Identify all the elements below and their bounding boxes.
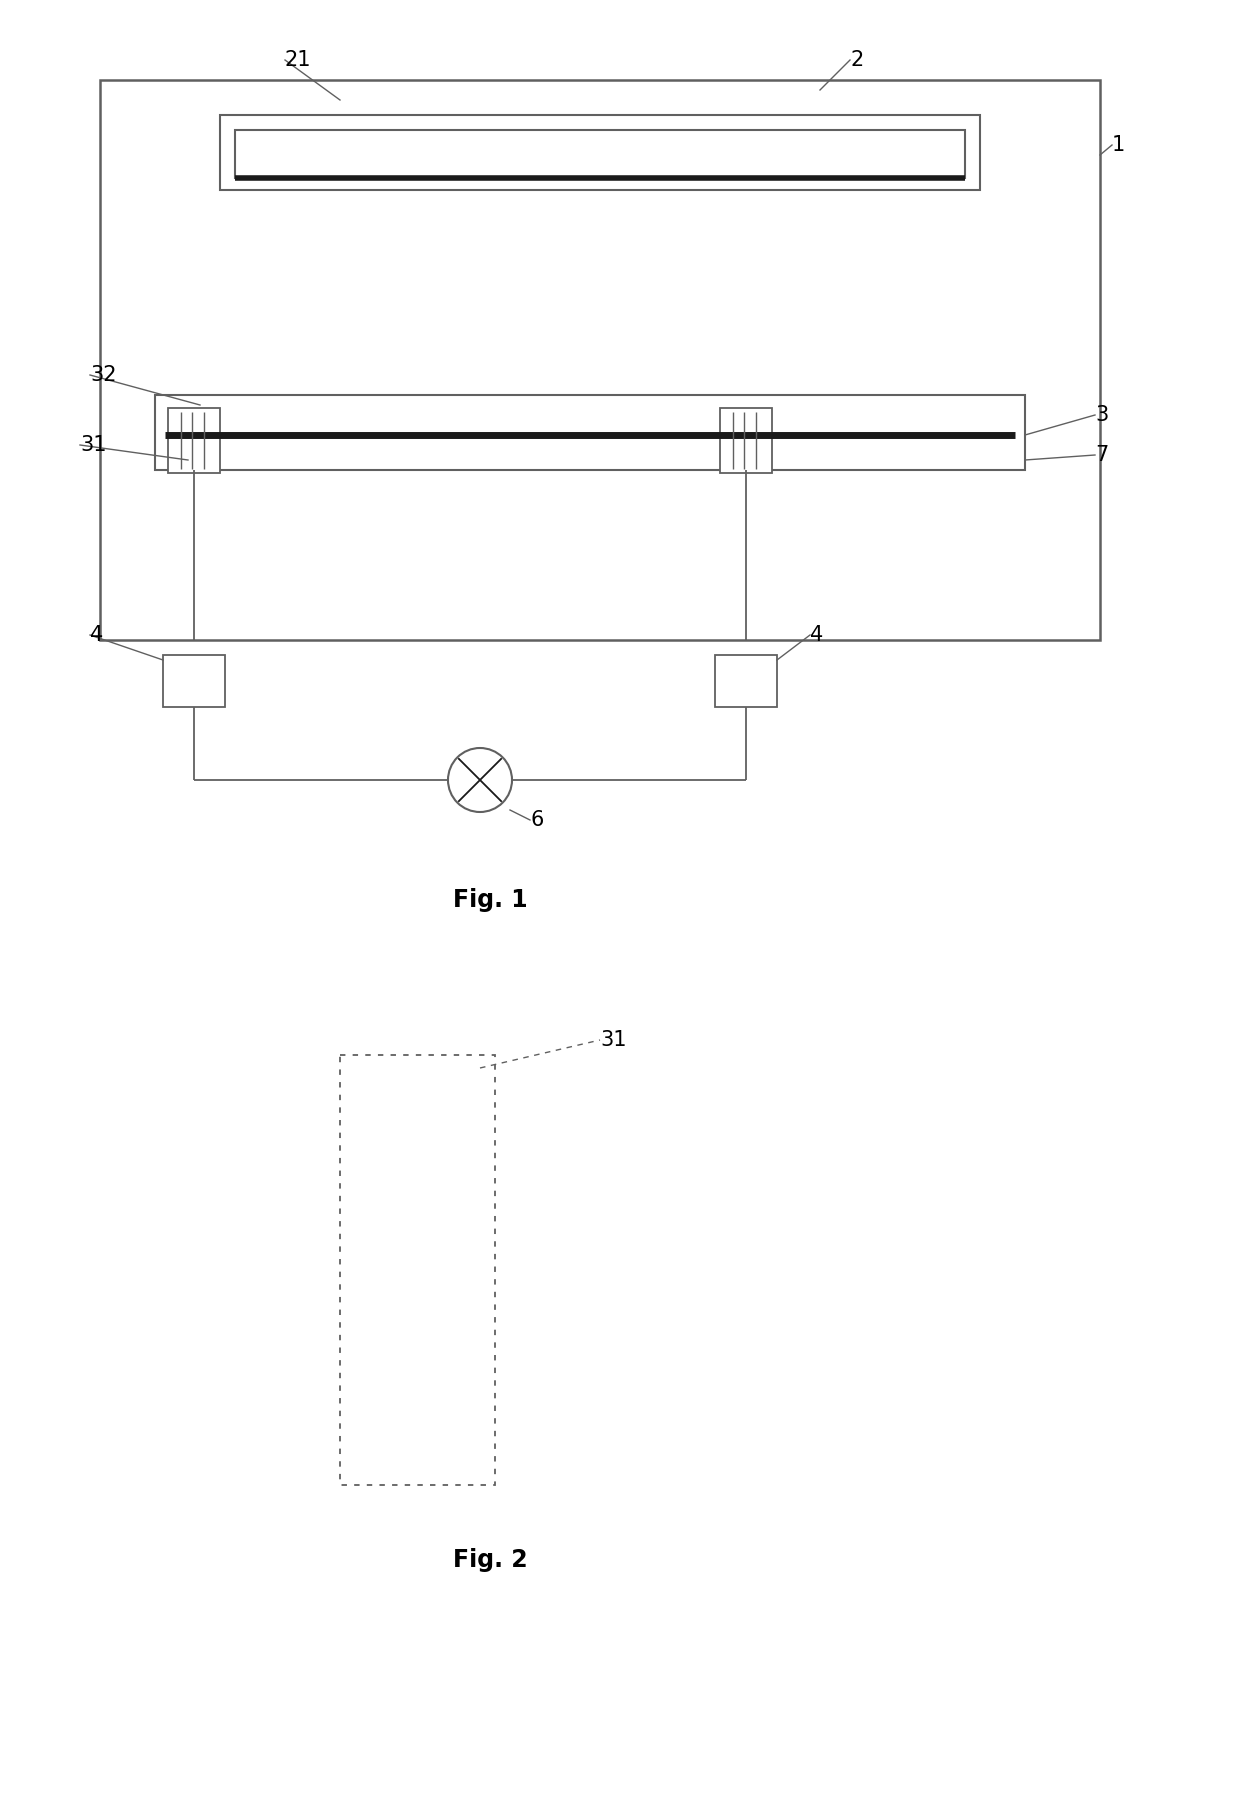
Bar <box>167 409 219 473</box>
Text: 31: 31 <box>600 1030 626 1049</box>
Text: Fig. 2: Fig. 2 <box>453 1548 527 1571</box>
Text: 4: 4 <box>91 625 103 644</box>
Bar <box>219 115 980 191</box>
Text: 21: 21 <box>285 50 311 70</box>
Text: 7: 7 <box>1095 445 1109 464</box>
Bar <box>155 394 1025 470</box>
Bar <box>162 655 224 707</box>
Text: 3: 3 <box>1095 405 1109 425</box>
Bar <box>340 1055 495 1485</box>
Bar <box>720 409 773 473</box>
Text: Fig. 1: Fig. 1 <box>453 887 527 913</box>
Text: 31: 31 <box>81 436 107 455</box>
Bar <box>715 655 777 707</box>
Text: 4: 4 <box>810 625 823 644</box>
Bar <box>100 79 1100 641</box>
Text: 32: 32 <box>91 365 117 385</box>
Text: 1: 1 <box>1112 135 1125 155</box>
Text: 6: 6 <box>529 810 543 830</box>
Text: 2: 2 <box>849 50 863 70</box>
Bar <box>236 130 965 178</box>
